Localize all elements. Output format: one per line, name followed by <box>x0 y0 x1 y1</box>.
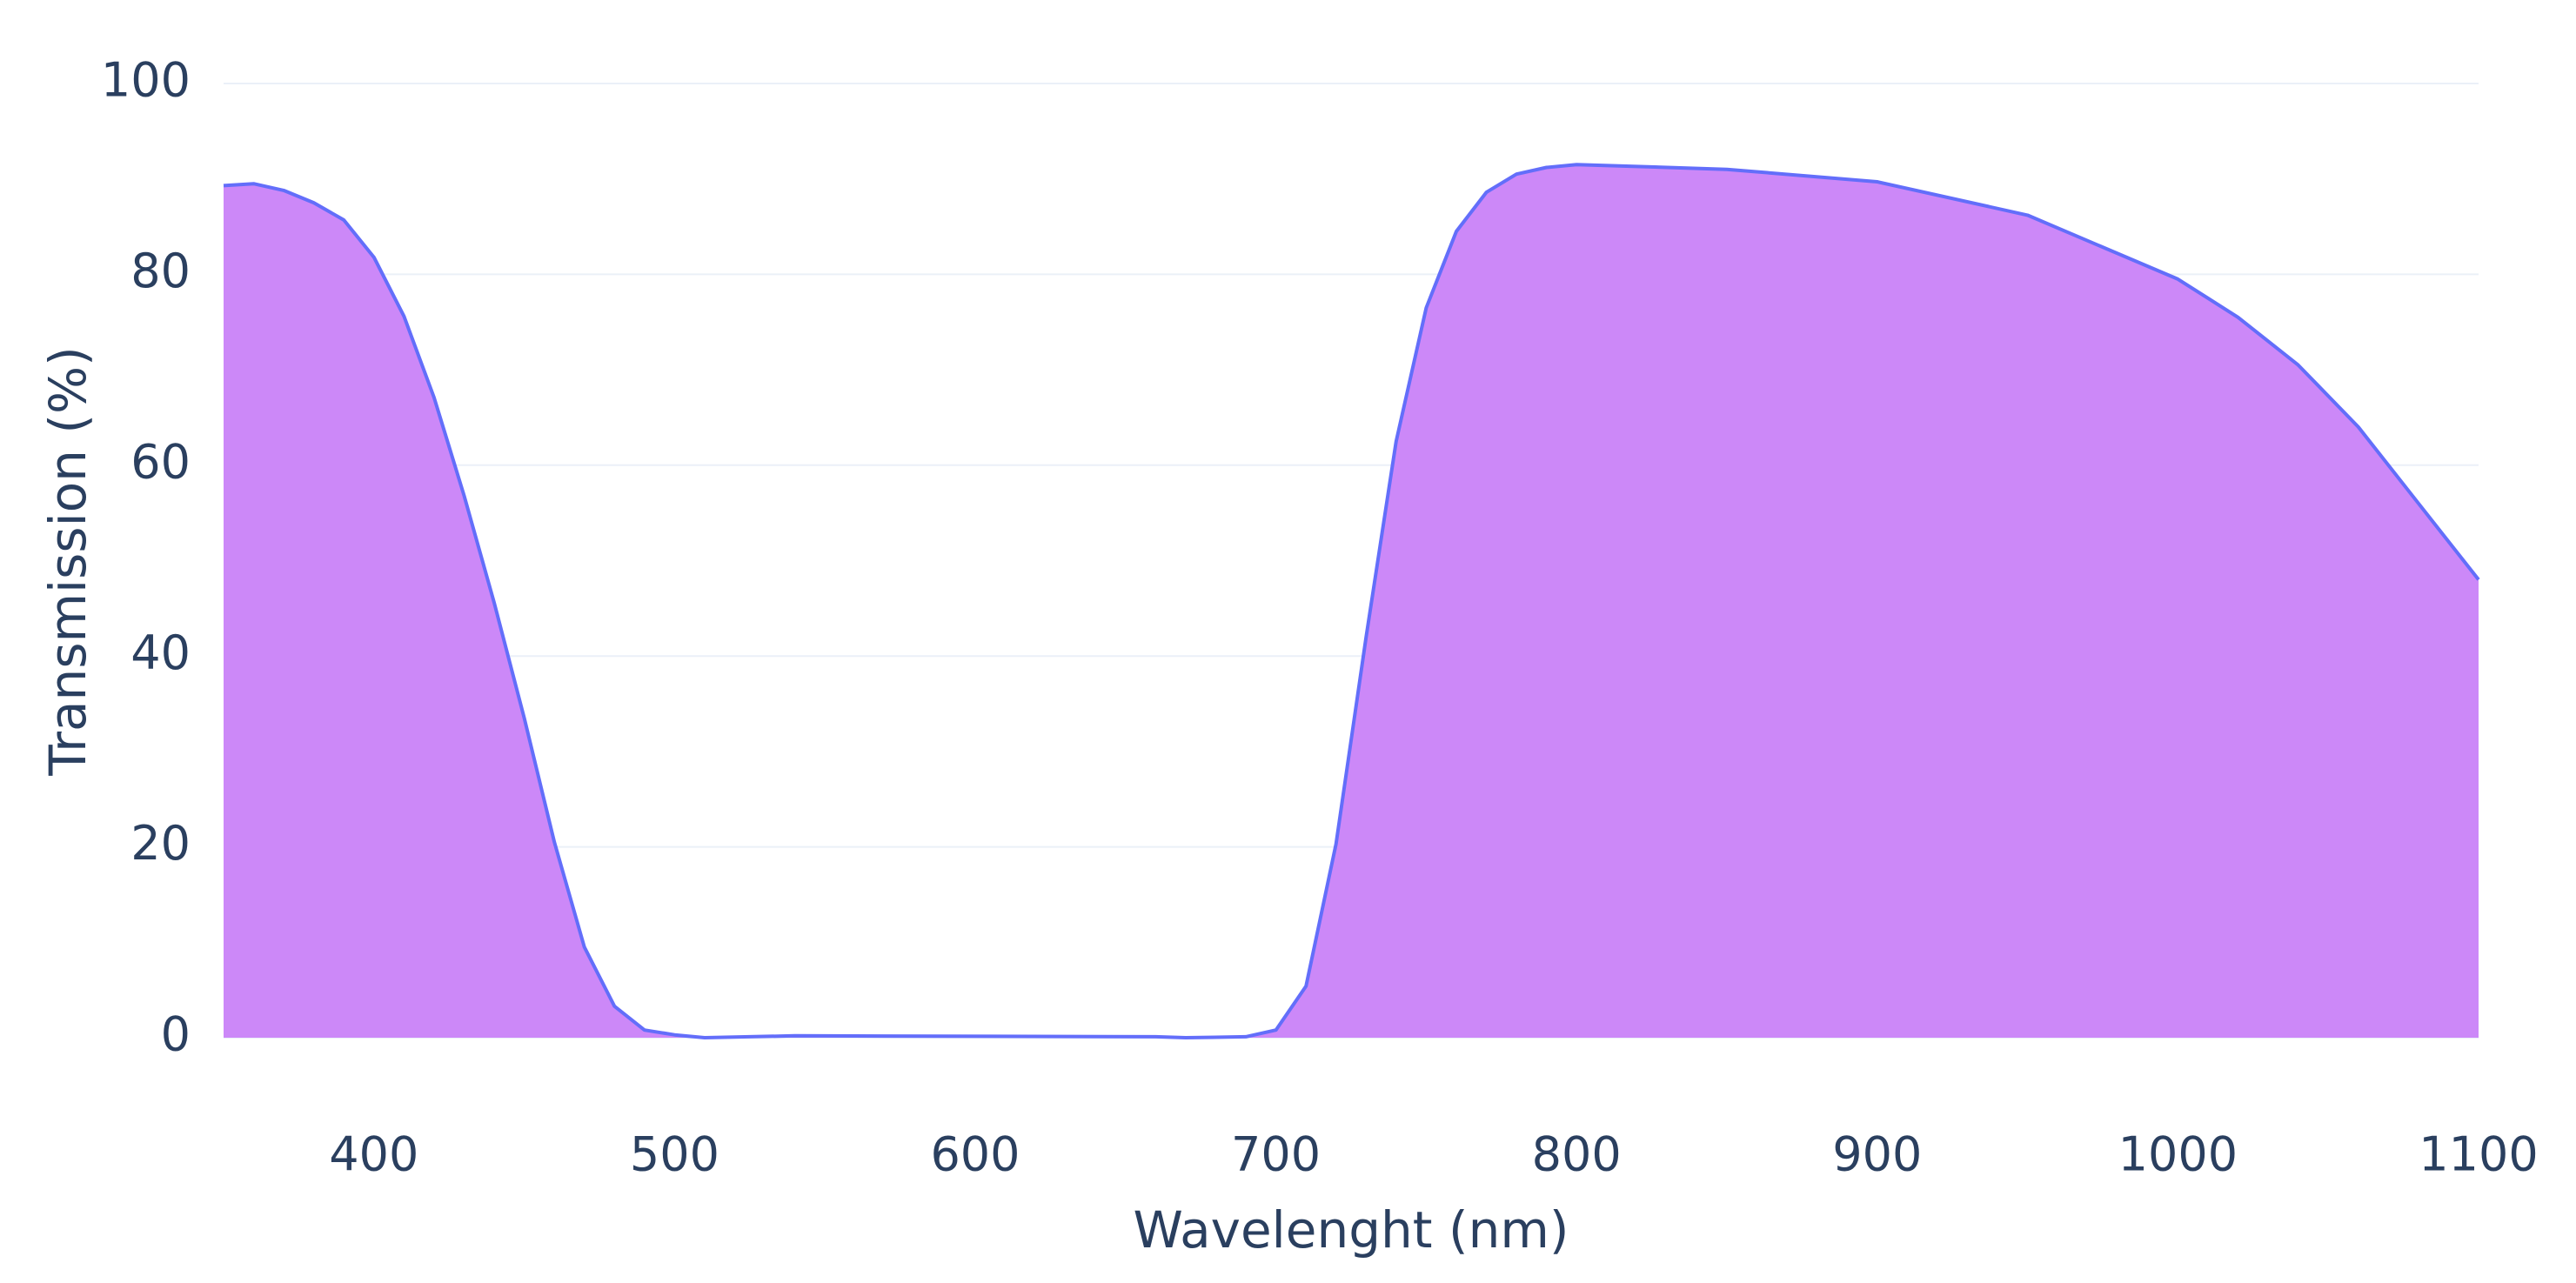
line <box>223 163 2480 1039</box>
x-tick-label: 900 <box>1832 1127 1922 1182</box>
x-tick-label: 800 <box>1532 1127 1622 1182</box>
x-axis-title: Wavelenght (nm) <box>1133 1200 1569 1260</box>
y-tick-label: 40 <box>130 625 191 680</box>
x-tick-label: 1000 <box>2118 1127 2238 1182</box>
x-tick-label: 700 <box>1231 1127 1321 1182</box>
x-tick-label: 600 <box>930 1127 1020 1182</box>
y-axis-title: Transmission (%) <box>38 346 97 776</box>
y-tick-label: 80 <box>130 244 191 298</box>
x-tick-label: 400 <box>329 1127 418 1182</box>
y-tick-label: 100 <box>101 53 191 108</box>
y-tick-label: 20 <box>130 816 191 871</box>
y-tick-label: 0 <box>161 1007 191 1062</box>
x-tick-label: 500 <box>630 1127 719 1182</box>
y-tick-label: 60 <box>130 434 191 489</box>
x-tick-label: 1100 <box>2419 1127 2538 1182</box>
area <box>224 164 2479 1038</box>
